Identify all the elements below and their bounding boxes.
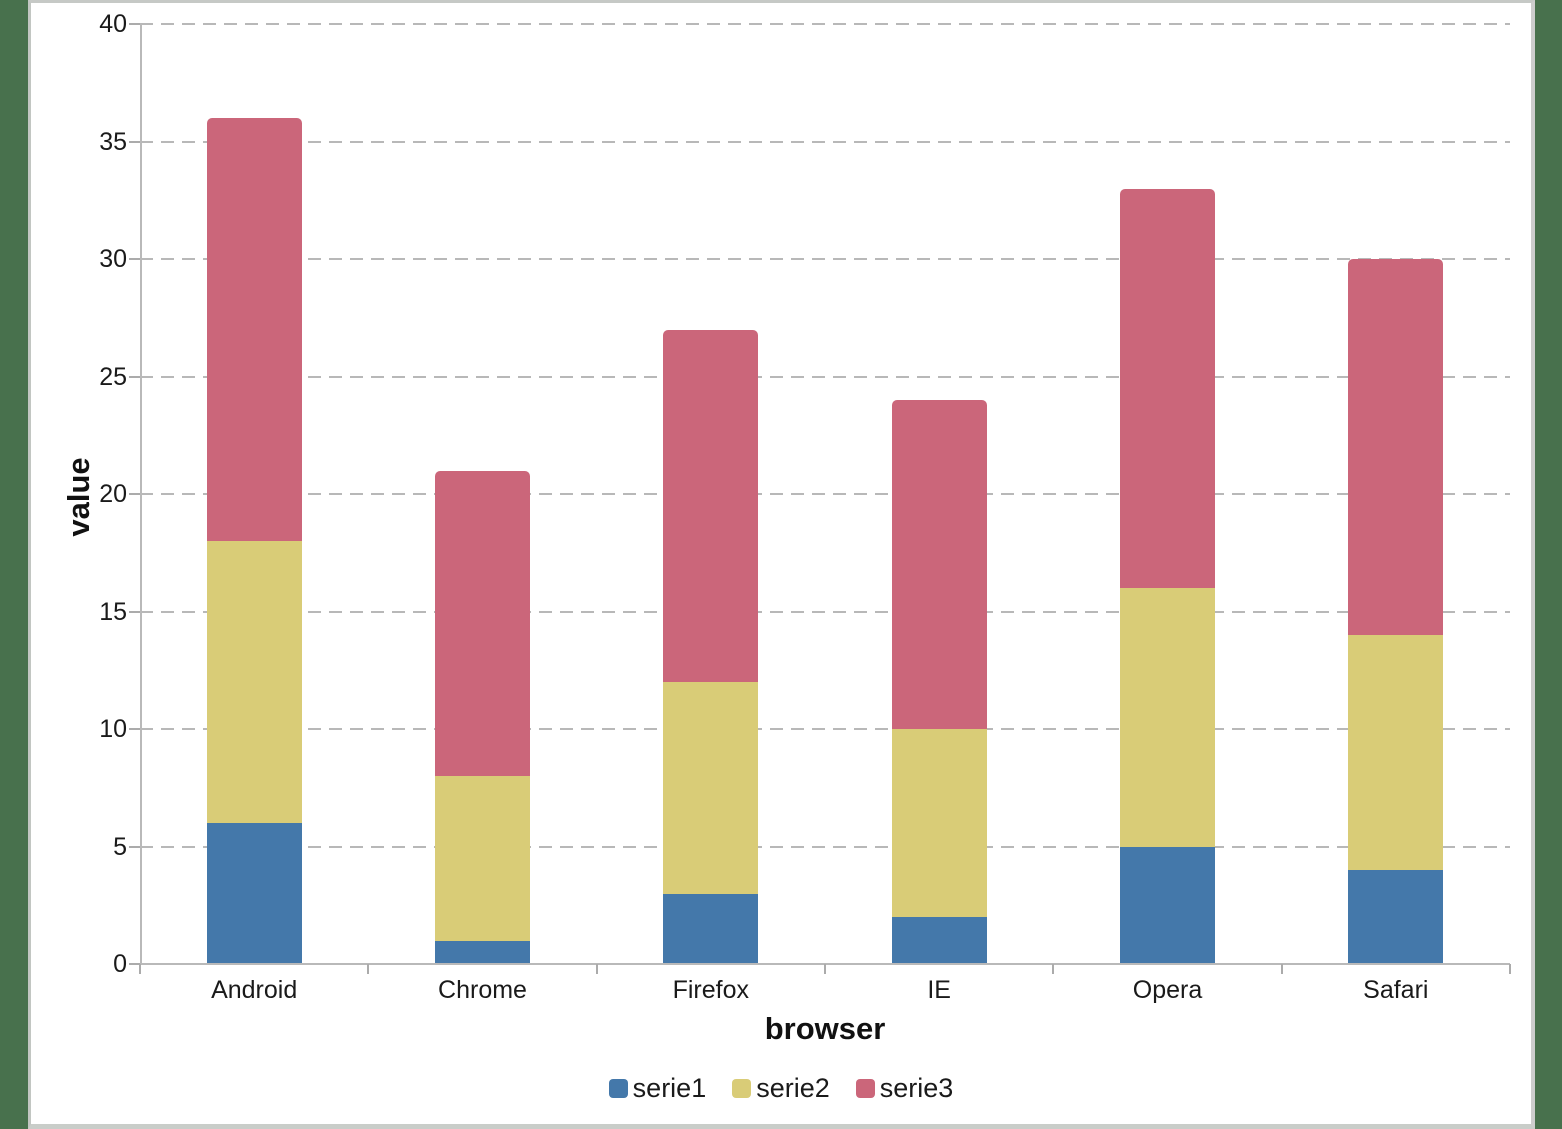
x-axis-category-label-firefox: Firefox <box>672 976 750 1004</box>
gridline-y-25 <box>140 375 1510 378</box>
y-axis-tick-35 <box>129 140 140 143</box>
gridline-y-40 <box>140 23 1510 25</box>
bar-serie1-firefox <box>663 893 759 964</box>
bar-serie2-safari <box>1348 635 1444 870</box>
x-axis-category-label-android: Android <box>211 976 298 1004</box>
y-axis-tick-40 <box>129 23 140 25</box>
y-axis-tick-0 <box>129 963 140 965</box>
y-axis-tick-25 <box>129 375 140 378</box>
y-axis-tick-label: 25 <box>99 362 127 391</box>
x-axis-tick-1 <box>367 964 370 974</box>
bar-serie3-opera <box>1120 188 1215 588</box>
gridline-y-15 <box>140 610 1510 613</box>
x-axis-category-label-chrome: Chrome <box>438 976 527 1004</box>
bar-serie2-opera <box>1120 588 1215 847</box>
y-axis-tick-label: 5 <box>113 832 127 861</box>
y-axis-tick-label: 10 <box>99 715 127 743</box>
bar-serie3-android <box>206 118 302 541</box>
y-axis-tick-label: 15 <box>99 597 127 626</box>
legend-item-serie3[interactable]: serie3 <box>855 1073 954 1103</box>
bar-serie2-ie <box>891 729 987 917</box>
bar-serie1-opera <box>1120 846 1215 964</box>
bar-serie3-ie <box>891 400 987 729</box>
bar-serie1-safari <box>1348 870 1444 964</box>
bar-serie2-android <box>206 541 302 823</box>
plot-area <box>129 23 1511 974</box>
bar-serie1-android <box>206 823 302 964</box>
gridline-y-35 <box>140 140 1510 143</box>
legend-item-serie2[interactable]: serie2 <box>732 1073 830 1103</box>
y-axis-tick-label: 40 <box>99 10 127 38</box>
x-axis-category-label-opera: Opera <box>1132 976 1203 1004</box>
x-axis-tick-3 <box>824 964 826 974</box>
bar-serie1-ie <box>891 917 987 964</box>
x-axis-tick-6 <box>1509 964 1511 974</box>
bar-serie1-chrome <box>435 940 530 964</box>
y-axis-tick-5 <box>129 845 140 848</box>
y-axis-tick-label: 30 <box>99 245 127 273</box>
legend-swatch-serie2 <box>732 1078 752 1098</box>
legend: serie1 serie2 serie3 <box>31 1073 1531 1103</box>
y-axis-line <box>140 24 142 964</box>
x-axis-category-label-safari: Safari <box>1363 976 1429 1004</box>
gridline-y-5 <box>140 845 1510 848</box>
legend-swatch-serie1 <box>608 1078 628 1098</box>
x-axis-tick-5 <box>1280 964 1283 974</box>
bar-serie3-safari <box>1348 259 1444 635</box>
y-axis-tick-label: 35 <box>99 127 127 156</box>
y-axis-tick-30 <box>129 258 140 260</box>
legend-label-serie1: serie1 <box>632 1073 707 1103</box>
x-axis-tick-0 <box>139 964 141 974</box>
gridline-y-10 <box>140 728 1510 730</box>
legend-item-serie1[interactable]: serie1 <box>608 1073 707 1103</box>
x-axis-tick-4 <box>1052 964 1055 974</box>
chart-card: value browser serie1 serie2 serie3 0 5 10 15 2… <box>28 0 1535 1129</box>
y-axis-tick-20 <box>129 493 140 495</box>
y-axis-tick-label: 20 <box>99 480 127 508</box>
x-axis-title: browser <box>764 1011 886 1046</box>
bar-serie2-chrome <box>435 776 530 941</box>
y-axis-tick-10 <box>129 728 140 730</box>
bar-serie3-firefox <box>663 329 759 682</box>
legend-label-serie2: serie2 <box>756 1073 830 1103</box>
legend-label-serie3: serie3 <box>879 1073 954 1103</box>
y-axis-tick-15 <box>129 610 140 613</box>
gridline-y-20 <box>140 493 1510 495</box>
bar-serie3-chrome <box>435 470 530 776</box>
bar-serie2-firefox <box>663 682 759 894</box>
gridline-y-30 <box>140 258 1510 260</box>
y-axis-tick-label: 0 <box>113 950 127 978</box>
x-axis-tick-2 <box>595 964 598 974</box>
x-axis-category-label-ie: IE <box>927 976 951 1004</box>
legend-swatch-serie3 <box>855 1078 875 1098</box>
